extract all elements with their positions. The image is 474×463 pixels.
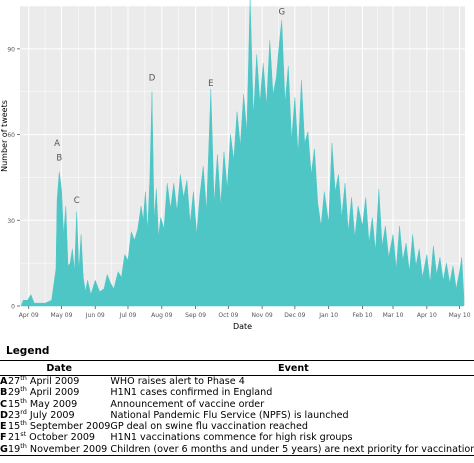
legend-date-rest: April 2009 [26, 387, 80, 399]
legend-header-event: Event [110, 360, 474, 376]
legend-date-day: 15 [7, 398, 21, 410]
legend-date: 15th September 2009 [7, 419, 111, 433]
legend-event: National Pandemic Flu Service (NPFS) is … [110, 409, 349, 421]
y-axis-label: Number of tweets [0, 100, 9, 172]
x-tick-label: Dec 09 [284, 312, 305, 319]
annotation-b: B [56, 153, 62, 163]
x-tick-label: Apr 10 [417, 312, 437, 319]
legend-date: 19th November 2009 [7, 441, 111, 457]
legend-date-rest: November 2009 [26, 443, 108, 455]
legend-letter: C [0, 398, 8, 410]
legend-date-day: 23 [7, 409, 21, 421]
legend-row-c: C 15th May 2009 Announcement of vaccine or… [0, 396, 474, 410]
legend-letter: E [0, 421, 7, 433]
legend-date-day: 19 [7, 443, 21, 455]
legend-date: 21st October 2009 [7, 430, 110, 444]
legend-date-suffix: th [20, 441, 27, 450]
legend-event: Children (over 6 months and under 5 year… [110, 443, 474, 457]
x-tick-label: Aug 09 [151, 312, 172, 319]
x-tick-label: Sep 09 [185, 312, 206, 319]
x-tick-label: Jul 09 [119, 312, 137, 319]
legend-date-suffix: th [20, 396, 27, 405]
x-tick-label: Oct 09 [218, 312, 238, 319]
annotation-c: C [74, 196, 80, 206]
legend-date-rest: July 2009 [26, 409, 75, 421]
legend-row-e: E 15th September 2009 GP deal on swine flu… [0, 419, 474, 433]
x-tick-label: Mar 10 [383, 312, 404, 319]
legend-letter: F [0, 432, 7, 444]
tweet-volume-chart: 0 30 60 90 Apr 09 May 09 Jun 09 Jul 09 Aug 09 Se… [0, 0, 471, 331]
y-tick-label: 90 [7, 46, 15, 53]
annotation-a: A [54, 139, 60, 149]
legend-letter: B [0, 387, 8, 399]
legend-header-row: Date Event [0, 360, 474, 376]
legend-row-a: A 27th April 2009 WHO raises alert to Phas… [0, 373, 474, 388]
legend-date-suffix: rd [20, 407, 27, 416]
legend-date-rest: May 2009 [26, 398, 78, 410]
tweet-count-area [20, 0, 465, 307]
legend-table: Date Event A 27th April 2009 WHO raises al… [0, 360, 474, 457]
legend-date: 27th April 2009 [7, 373, 110, 388]
legend-letter: D [0, 409, 8, 421]
legend-date: 29th April 2009 [7, 385, 110, 399]
annotation-g: G [278, 8, 285, 18]
legend-event: Announcement of vaccine order [110, 398, 265, 410]
y-tick-label: 30 [7, 218, 15, 225]
legend-date-suffix: th [20, 419, 27, 427]
annotation-e: E [208, 79, 213, 89]
legend-date-suffix: th [20, 373, 27, 382]
legend-row-g: G 19th November 2009 Children (over 6 mont… [0, 441, 474, 457]
legend-date-rest: September 2009 [26, 421, 111, 433]
legend-header-blank [0, 360, 8, 376]
legend-row-d: D 23rd July 2009 National Pandemic Flu Ser… [0, 407, 474, 421]
x-tick-label: Jan 10 [318, 312, 338, 319]
legend-date-rest: October 2009 [26, 432, 96, 444]
x-tick-label: May 09 [50, 312, 72, 319]
legend-rows: A 27th April 2009 WHO raises alert to Phas… [0, 373, 474, 457]
legend-date-suffix: st [20, 430, 27, 439]
legend-row-f: F 21st October 2009 H1N1 vaccinations comm… [0, 430, 474, 444]
x-tick-label: Nov 09 [251, 312, 272, 319]
legend-date-day: 15 [7, 421, 21, 433]
x-tick-label: Jun 09 [85, 312, 105, 319]
y-axis-ticks: 0 30 60 90 [7, 46, 20, 311]
x-tick-label: Feb 10 [352, 312, 372, 319]
event-annotations: ABCDEFG [54, 8, 285, 207]
legend-date-day: 29 [7, 387, 21, 399]
legend: Legend Date Event A 27th April 2009 WHO ra… [0, 344, 474, 457]
legend-event: WHO raises alert to Phase 4 [110, 376, 245, 387]
legend-event: H1N1 cases confirmed in England [110, 387, 273, 399]
legend-event: H1N1 vaccinations commence for high risk… [110, 432, 353, 444]
legend-row-b: B 29th April 2009 H1N1 cases confirmed in … [0, 385, 474, 399]
x-tick-label: Apr 09 [19, 312, 39, 319]
x-axis-label: Date [233, 322, 252, 331]
legend-date: 23rd July 2009 [7, 407, 110, 421]
x-axis-ticks: Apr 09 May 09 Jun 09 Jul 09 Aug 09 Sep 09 Oct … [19, 306, 471, 319]
legend-event: GP deal on swine flu vaccination reached [110, 421, 308, 433]
legend-header-date: Date [7, 360, 111, 376]
y-tick-label: 60 [7, 132, 15, 139]
legend-date-rest: April 2009 [26, 376, 80, 387]
legend-letter: G [0, 443, 8, 457]
legend-letter: A [0, 376, 8, 387]
legend-date-suffix: th [20, 385, 27, 394]
legend-date-day: 27 [7, 376, 21, 387]
legend-title: Legend [6, 345, 50, 357]
x-tick-label: May 10 [449, 312, 471, 319]
annotation-d: D [149, 73, 156, 83]
legend-date: 15th May 2009 [7, 396, 110, 410]
legend-date-day: 21 [7, 432, 21, 444]
y-tick-label: 0 [11, 304, 15, 311]
